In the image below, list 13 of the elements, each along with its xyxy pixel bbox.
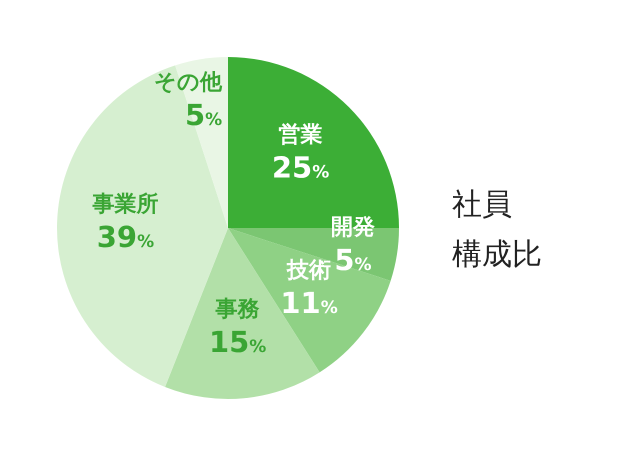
data-label: 25% (272, 150, 330, 184)
slice-label: 事業所 (91, 192, 158, 217)
data-label: 5% (334, 242, 372, 277)
slice-label: 技術 (286, 258, 332, 283)
slice-label: その他 (154, 70, 224, 96)
data-label: 39% (96, 220, 154, 254)
text: 社員構成比 (452, 187, 542, 272)
data-label: 5% (184, 98, 222, 132)
data-label: 15% (208, 325, 266, 360)
data-label: 11% (280, 286, 338, 320)
slice-label: 開発 (330, 214, 375, 240)
slice-label: 事務 (214, 297, 260, 322)
slice-label: 営業 (278, 122, 323, 148)
